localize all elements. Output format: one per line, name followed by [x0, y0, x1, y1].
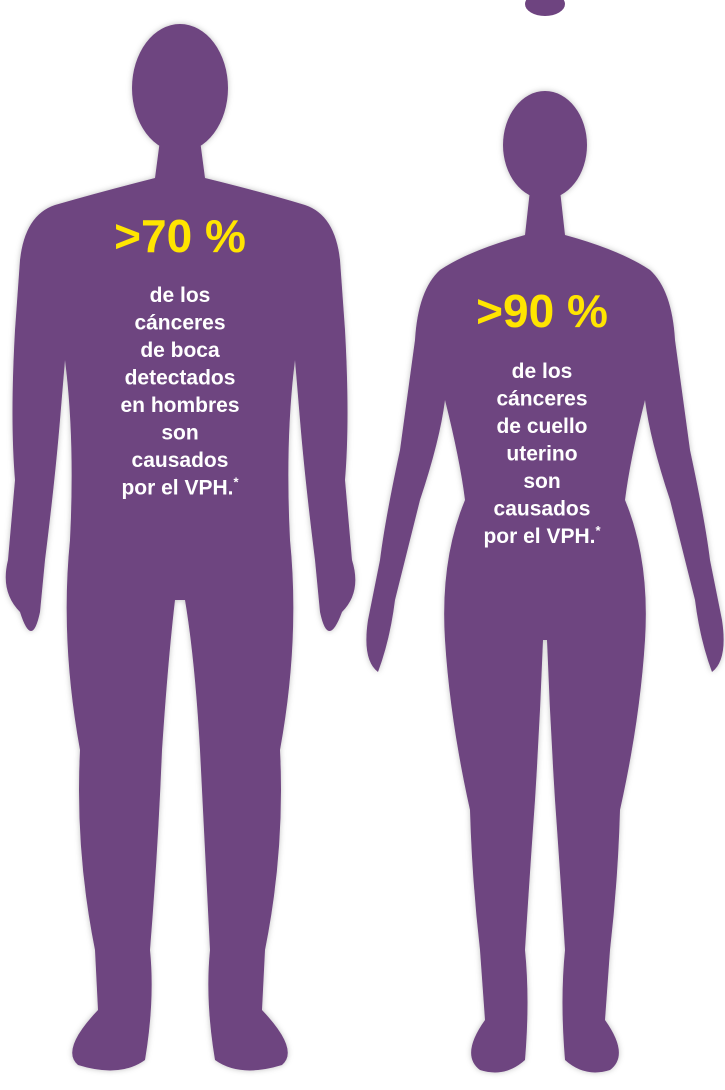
text-line: cánceres	[134, 312, 225, 335]
text-line: uterino	[506, 443, 577, 466]
text-line: por el VPH.*	[483, 523, 601, 548]
stat: >70 %	[114, 210, 246, 262]
infographic: >70 % de los cánceres de boca detectados en h…	[0, 0, 725, 1090]
text-line: causados	[132, 449, 229, 472]
text-line: de los	[512, 360, 573, 383]
text-line: en hombres	[120, 394, 239, 417]
text-line: de cuello	[496, 415, 587, 438]
text-line: detectados	[125, 367, 236, 390]
text-line-end: por el VPH.	[121, 477, 233, 500]
male-silhouette	[6, 24, 356, 1070]
stat: >90 %	[476, 285, 608, 337]
top-shape	[525, 0, 565, 16]
female-silhouette	[366, 91, 723, 1072]
text-line: causados	[494, 498, 591, 521]
text-line: de los	[150, 284, 211, 307]
text-line-end: por el VPH.	[483, 525, 595, 548]
text-line: por el VPH.*	[121, 475, 239, 500]
text-line: cánceres	[496, 388, 587, 411]
text-line: son	[161, 422, 198, 445]
text-line: son	[523, 470, 560, 493]
text-line: de boca	[140, 339, 220, 362]
